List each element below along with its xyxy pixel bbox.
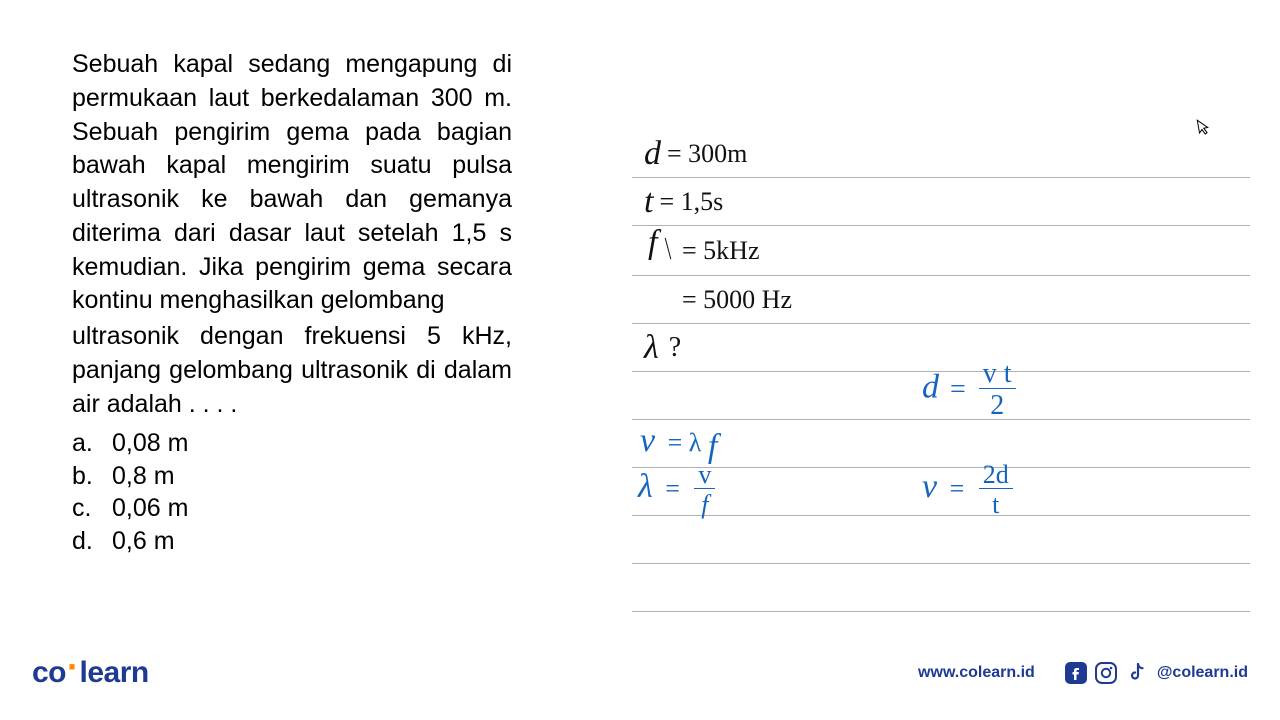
option-a: a. 0,08 m xyxy=(72,427,512,460)
logo-dot: · xyxy=(66,646,80,687)
lambda-question: ? xyxy=(669,332,681,364)
eq-v-lambda-f: v = λ f xyxy=(640,422,717,460)
work-row-3: λ = v f v = 2d t xyxy=(632,468,1250,516)
option-value: 0,06 m xyxy=(112,492,188,525)
work-row-4 xyxy=(632,516,1250,564)
option-letter: b. xyxy=(72,460,112,493)
work-row-2: v = λ f xyxy=(632,420,1250,468)
work-row-1: d = v t 2 xyxy=(632,372,1250,420)
website-url: www.colearn.id xyxy=(918,664,1035,682)
val-f1: = 5kHz xyxy=(682,236,759,266)
footer: co·learn www.colearn.id @colearn.id xyxy=(0,656,1280,690)
option-value: 0,6 m xyxy=(112,525,175,558)
var-d: d xyxy=(644,135,661,173)
eq-v-2d-t: v = 2d t xyxy=(922,462,1015,520)
eq4-num: 2d xyxy=(979,462,1013,489)
eq4-eq: = xyxy=(950,474,965,503)
facebook-icon xyxy=(1065,662,1087,684)
val-t: = 1,5s xyxy=(659,187,723,217)
eq3-den: 2 xyxy=(986,389,1008,423)
eq-lambda: λ = v f xyxy=(638,462,717,520)
handwritten-notes: d = 300m t = 1,5s f = 5kHz = 5000 Hz λ ?… xyxy=(632,130,1252,612)
f-tail xyxy=(665,238,672,260)
option-c: c. 0,06 m xyxy=(72,492,512,525)
tiktok-icon xyxy=(1125,662,1147,684)
option-b: b. 0,8 m xyxy=(72,460,512,493)
option-letter: a. xyxy=(72,427,112,460)
var-f: f xyxy=(648,224,657,261)
eq3-lhs: d xyxy=(922,369,939,406)
eq-d: d = v t 2 xyxy=(922,360,1018,423)
brand-logo: co·learn xyxy=(32,656,149,690)
instagram-icon xyxy=(1095,662,1117,684)
social-handle: @colearn.id xyxy=(1157,664,1248,682)
answer-options: a. 0,08 m b. 0,8 m c. 0,06 m d. 0,6 m xyxy=(72,427,512,557)
note-line-f2: = 5000 Hz xyxy=(632,276,1250,324)
work-row-5 xyxy=(632,564,1250,612)
eq2-num: v xyxy=(694,462,715,489)
option-d: d. 0,6 m xyxy=(72,525,512,558)
question-block: Sebuah kapal sedang mengapung di permuka… xyxy=(72,48,512,557)
option-value: 0,8 m xyxy=(112,460,175,493)
question-paragraph-1: Sebuah kapal sedang mengapung di permuka… xyxy=(72,48,512,318)
cursor-icon xyxy=(1196,117,1214,142)
option-letter: c. xyxy=(72,492,112,525)
eq1-rhs-a: = λ xyxy=(668,428,702,457)
var-t: t xyxy=(644,183,653,221)
eq2-eq: = xyxy=(665,474,680,503)
logo-co: co xyxy=(32,656,66,689)
eq3-eq: = xyxy=(950,374,966,405)
var-lambda: λ xyxy=(644,329,659,367)
eq3-num: v t xyxy=(979,360,1016,389)
eq1-lhs: v xyxy=(640,422,655,459)
footer-right: www.colearn.id @colearn.id xyxy=(918,662,1248,684)
val-d: = 300m xyxy=(667,139,747,169)
logo-learn: learn xyxy=(80,656,149,689)
note-line-t: t = 1,5s xyxy=(632,178,1250,226)
val-f2: = 5000 Hz xyxy=(682,285,792,315)
note-line-f1: f = 5kHz xyxy=(632,226,1250,276)
note-line-d: d = 300m xyxy=(632,130,1250,178)
eq2-lhs: λ xyxy=(638,468,653,505)
option-letter: d. xyxy=(72,525,112,558)
social-links: @colearn.id xyxy=(1065,662,1248,684)
eq4-lhs: v xyxy=(922,468,937,505)
option-value: 0,08 m xyxy=(112,427,188,460)
question-paragraph-2: ultrasonik dengan frekuensi 5 kHz, panja… xyxy=(72,320,512,421)
